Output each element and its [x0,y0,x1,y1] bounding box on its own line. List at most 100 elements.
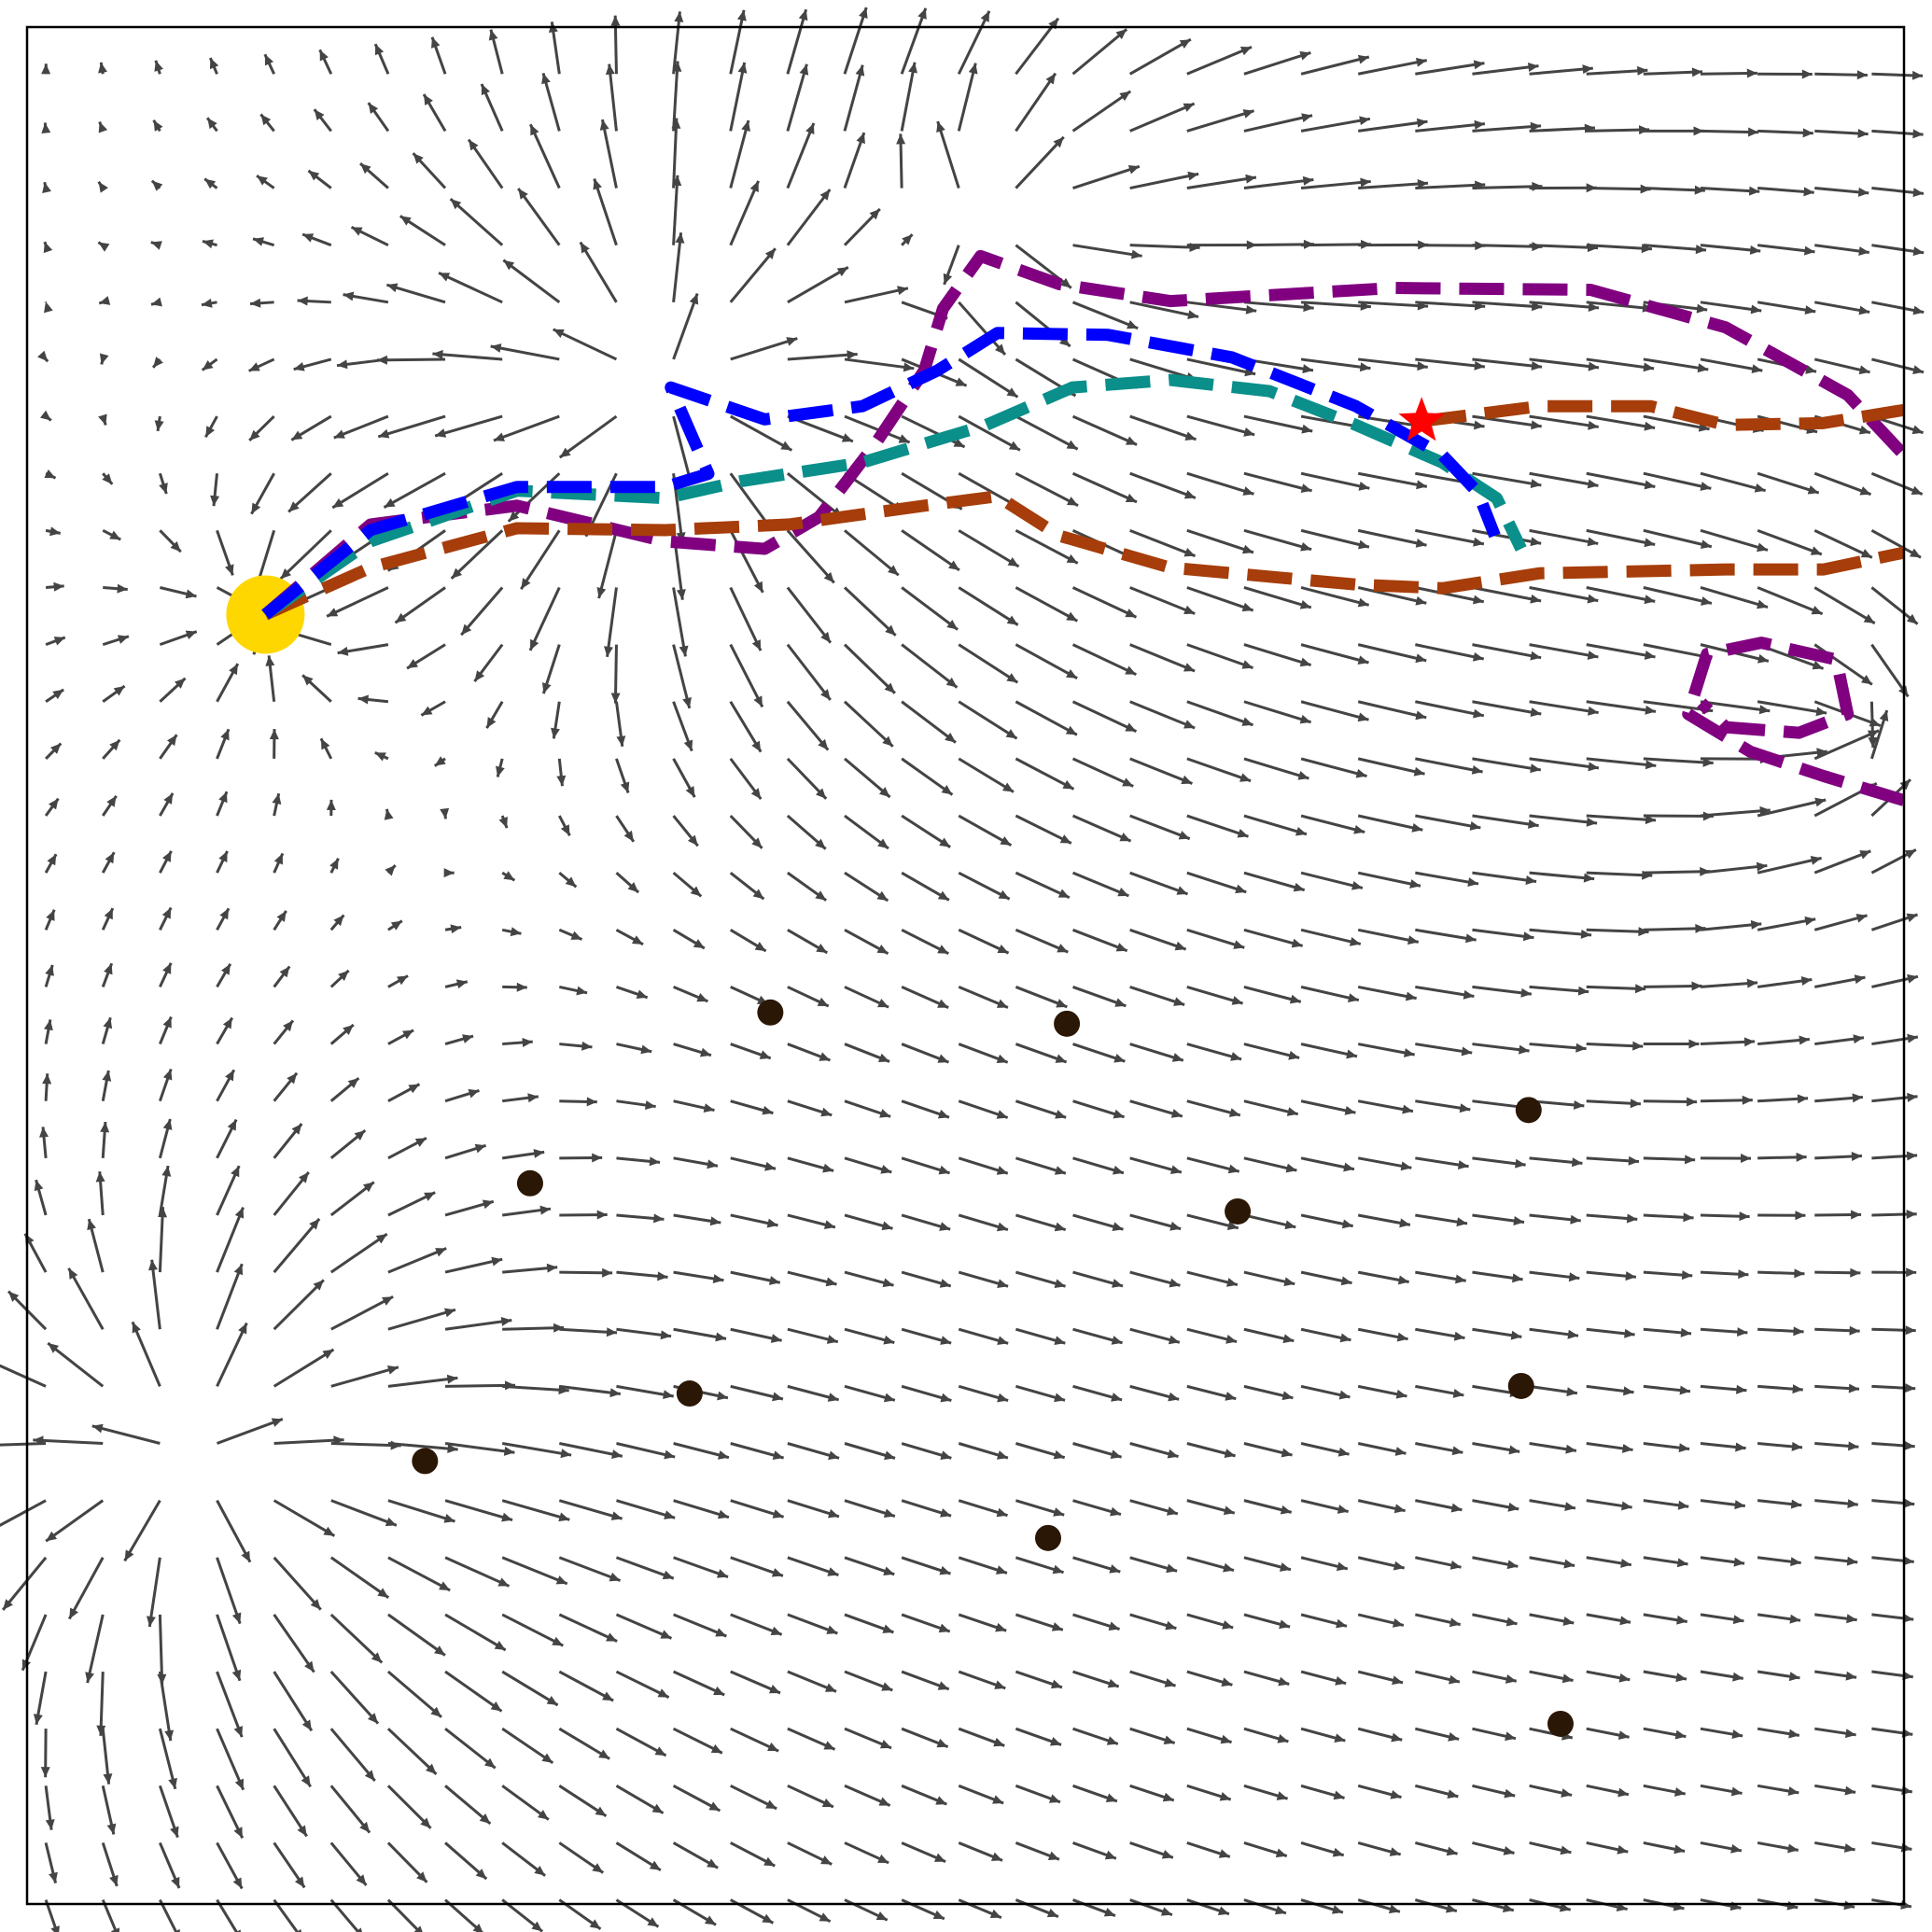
field-arrow-head [248,362,260,371]
field-arrow-head [1846,1556,1858,1566]
field-arrow-head [1580,929,1592,939]
field-arrow [502,1384,569,1393]
field-arrow-head [1053,136,1064,148]
field-arrow-head [48,798,59,810]
field-arrow [1586,586,1656,603]
field-arrow-head [819,189,831,201]
field-arrow-head [162,962,172,974]
field-arrow [672,232,683,302]
field-arrow [1472,64,1539,76]
field-arrow-head [510,927,522,937]
field-arrow-head [1742,1095,1753,1105]
trajectory-line [262,399,1904,621]
field-arrow-head [902,234,913,245]
field-arrow-head [1226,1221,1239,1230]
field-arrow-head [103,1773,113,1785]
field-arrow-head [1531,420,1542,430]
field-arrow-head [430,1706,441,1717]
field-arrow [1529,643,1599,659]
field-arrow-head [1637,65,1648,76]
field-arrow-head [1911,485,1923,495]
field-arrow-head [1054,1393,1066,1403]
field-arrow [1472,643,1542,660]
field-arrow-head [1854,974,1866,985]
field-arrow-head [1807,484,1819,495]
field-arrow [729,529,764,594]
field-arrow-head [1467,877,1479,887]
field-arrow-head [483,1757,496,1769]
field-arrow [1071,757,1134,788]
field-arrow-head [713,1686,725,1695]
field-arrow [1129,814,1191,841]
obstacle [412,1448,439,1475]
field-arrow-head [552,1636,564,1646]
field-arrow-head [386,1365,399,1375]
field-arrow [0,1442,47,1447]
field-arrow-head [820,631,831,643]
field-arrow [1015,757,1075,791]
field-arrow-head [1506,1560,1519,1570]
field-arrow-head [1729,1901,1742,1911]
field-arrow-head [555,1575,567,1585]
field-arrow-head [297,296,308,306]
field-arrow-head [1300,541,1312,552]
field-arrow-head [209,58,219,70]
field-arrow-head [37,350,49,362]
field-arrow-head [1583,873,1595,883]
field-arrow-head [1049,1737,1061,1746]
field-arrow-head [1691,981,1702,991]
field-arrow-head [937,999,949,1008]
field-arrow-head [1621,1501,1632,1511]
field-arrow-head [225,1070,234,1082]
field-arrow-head [1803,245,1815,256]
field-arrow-head [1284,1220,1296,1230]
field-arrow-head [1293,882,1305,892]
field-arrow-head [1169,1278,1181,1288]
field-arrow-head [598,1749,610,1759]
field-arrow [147,1557,161,1628]
field-arrow-head [1530,707,1542,718]
field-arrow-head [1561,1788,1573,1798]
field-arrow-head [1673,1844,1686,1855]
field-arrow-head [946,619,959,630]
field-arrow [1529,814,1598,825]
field-arrow [1357,643,1427,663]
field-arrow-head [1045,73,1056,85]
field-arrow [1415,871,1479,886]
field-arrow-head [279,966,290,978]
field-arrow [386,1728,438,1775]
field-arrow-head [500,1316,512,1326]
field-arrow [1472,357,1543,369]
field-arrow-head [1299,714,1311,724]
field-arrow-head [204,178,217,189]
field-arrow-head [560,1449,572,1459]
field-arrow [1300,471,1370,490]
plot-area [226,249,1904,1737]
field-arrow-head [1168,1335,1180,1345]
field-arrow-head [1687,1097,1698,1107]
field-arrow-head [304,1660,315,1673]
field-arrow-head [1857,128,1869,138]
field-arrow-head [475,1869,487,1880]
field-arrow-head [1912,246,1925,257]
field-arrow-head [1561,1673,1574,1684]
field-arrow-head [1339,1333,1351,1343]
field-arrow-head [327,608,339,617]
field-arrow-head [1797,1094,1809,1104]
field-arrow-head [1453,1331,1465,1341]
field-arrow-head [1223,1505,1235,1516]
field-arrow-head [1333,1790,1345,1800]
field-arrow [672,587,687,657]
field-arrow [1529,528,1599,545]
field-arrow-head [158,1207,168,1218]
field-arrow [786,122,816,189]
field-arrow [330,1365,399,1388]
field-arrow [936,120,960,189]
field-arrow-head [1853,1034,1864,1044]
field-arrow-head [1746,978,1758,988]
field-arrow-head [1171,1053,1183,1062]
field-arrow [1186,871,1247,894]
field-arrow-head [1472,651,1484,662]
field-arrow-head [683,739,693,751]
field-arrow-head [1905,1325,1916,1336]
